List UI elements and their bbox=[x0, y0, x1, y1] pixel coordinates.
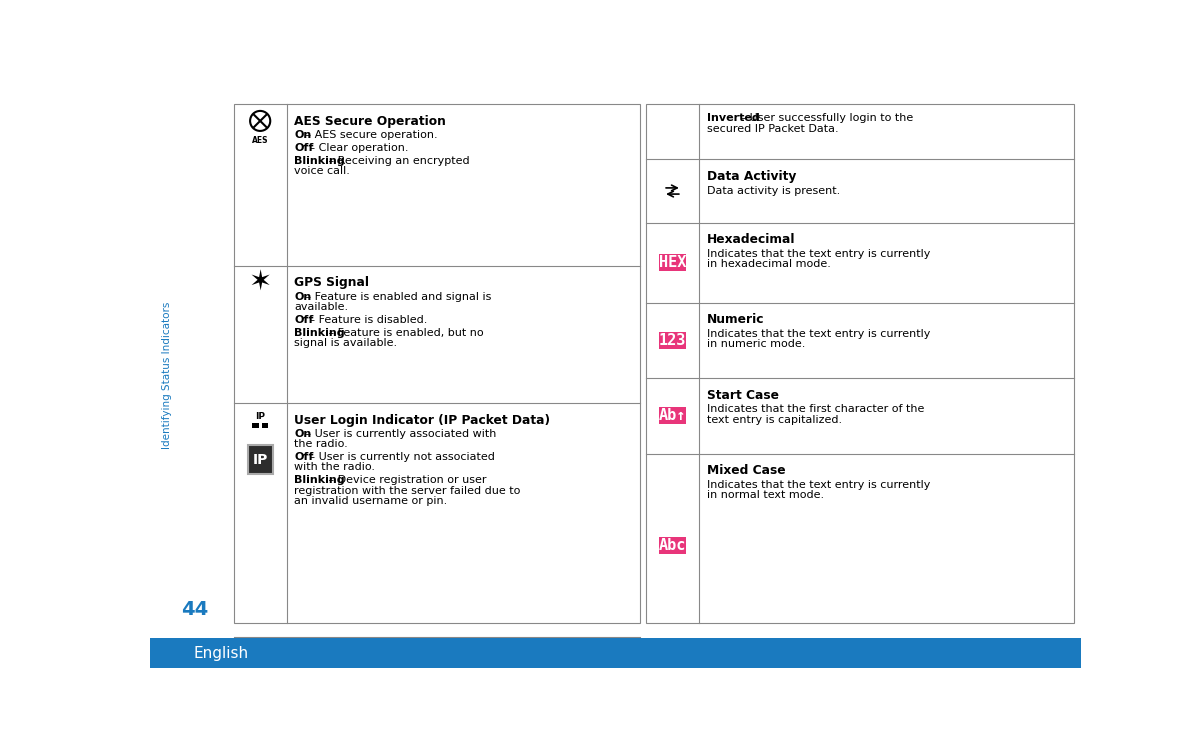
Text: secured IP Packet Data.: secured IP Packet Data. bbox=[706, 124, 838, 134]
Text: HEX: HEX bbox=[659, 255, 686, 270]
Text: Mixed Case: Mixed Case bbox=[706, 464, 785, 478]
Text: English: English bbox=[193, 646, 249, 661]
Text: – User is currently associated with: – User is currently associated with bbox=[301, 429, 496, 439]
Text: in numeric mode.: in numeric mode. bbox=[706, 339, 805, 349]
Text: an invalid username or pin.: an invalid username or pin. bbox=[294, 496, 448, 506]
Text: Indicates that the first character of the: Indicates that the first character of th… bbox=[706, 404, 924, 415]
Text: Start Case: Start Case bbox=[706, 389, 778, 402]
Text: signal is available.: signal is available. bbox=[294, 338, 398, 348]
Text: Numeric: Numeric bbox=[706, 313, 764, 327]
Text: IP: IP bbox=[252, 453, 268, 466]
Text: ✶: ✶ bbox=[249, 269, 271, 297]
Text: Ab↑: Ab↑ bbox=[659, 409, 686, 424]
Text: Identifying Status Indicators: Identifying Status Indicators bbox=[162, 301, 172, 448]
Text: Blinking: Blinking bbox=[294, 475, 345, 485]
Text: User Login Indicator (IP Packet Data): User Login Indicator (IP Packet Data) bbox=[294, 414, 550, 427]
Text: Indicates that the text entry is currently: Indicates that the text entry is current… bbox=[706, 480, 930, 490]
Bar bbox=[658, 254, 687, 271]
Bar bbox=[658, 407, 687, 424]
Text: Blinking: Blinking bbox=[294, 327, 345, 338]
Text: with the radio.: with the radio. bbox=[294, 463, 375, 472]
Text: Off: Off bbox=[294, 315, 313, 325]
Text: – Clear operation.: – Clear operation. bbox=[306, 143, 408, 153]
Bar bbox=[658, 332, 687, 349]
Text: 123: 123 bbox=[659, 333, 686, 348]
Bar bbox=[234, 104, 640, 623]
Text: On: On bbox=[294, 292, 311, 302]
Text: – Feature is disabled.: – Feature is disabled. bbox=[306, 315, 428, 325]
Text: in normal text mode.: in normal text mode. bbox=[706, 490, 824, 500]
Text: – User successfully login to the: – User successfully login to the bbox=[737, 113, 914, 123]
Bar bbox=[658, 537, 687, 553]
Text: the radio.: the radio. bbox=[294, 439, 348, 449]
Text: Hexadecimal: Hexadecimal bbox=[706, 234, 795, 246]
Text: IP: IP bbox=[255, 412, 265, 421]
Text: On: On bbox=[294, 429, 311, 439]
Text: Data Activity: Data Activity bbox=[706, 170, 796, 183]
Text: in hexadecimal mode.: in hexadecimal mode. bbox=[706, 259, 830, 269]
Text: – Device registration or user: – Device registration or user bbox=[325, 475, 486, 485]
Text: – AES secure operation.: – AES secure operation. bbox=[301, 130, 437, 140]
Text: Off: Off bbox=[294, 452, 313, 462]
Text: AES: AES bbox=[252, 137, 269, 146]
Text: AES Secure Operation: AES Secure Operation bbox=[294, 115, 446, 128]
Text: – Feature is enabled, but no: – Feature is enabled, but no bbox=[325, 327, 484, 338]
Text: – User is currently not associated: – User is currently not associated bbox=[306, 452, 495, 462]
Text: On: On bbox=[294, 130, 311, 140]
Text: Indicates that the text entry is currently: Indicates that the text entry is current… bbox=[706, 249, 930, 259]
Bar bbox=[262, 423, 268, 428]
Text: – Receiving an encrypted: – Receiving an encrypted bbox=[325, 155, 470, 165]
Bar bbox=[150, 638, 1081, 668]
Text: Blinking: Blinking bbox=[294, 155, 345, 165]
Text: Off: Off bbox=[294, 143, 313, 153]
Text: 44: 44 bbox=[181, 600, 209, 620]
Text: registration with the server failed due to: registration with the server failed due … bbox=[294, 485, 521, 496]
Text: available.: available. bbox=[294, 302, 348, 312]
Text: GPS Signal: GPS Signal bbox=[294, 276, 369, 289]
Bar bbox=[252, 423, 258, 428]
Text: – Feature is enabled and signal is: – Feature is enabled and signal is bbox=[301, 292, 491, 302]
Bar bbox=[646, 104, 1074, 623]
Text: Data activity is present.: Data activity is present. bbox=[706, 185, 839, 195]
Text: Indicates that the text entry is currently: Indicates that the text entry is current… bbox=[706, 329, 930, 339]
Bar bbox=[247, 445, 273, 475]
Text: text entry is capitalized.: text entry is capitalized. bbox=[706, 415, 842, 424]
Text: voice call.: voice call. bbox=[294, 166, 351, 176]
Text: Abc: Abc bbox=[659, 538, 686, 553]
Text: Inverted: Inverted bbox=[706, 113, 759, 123]
